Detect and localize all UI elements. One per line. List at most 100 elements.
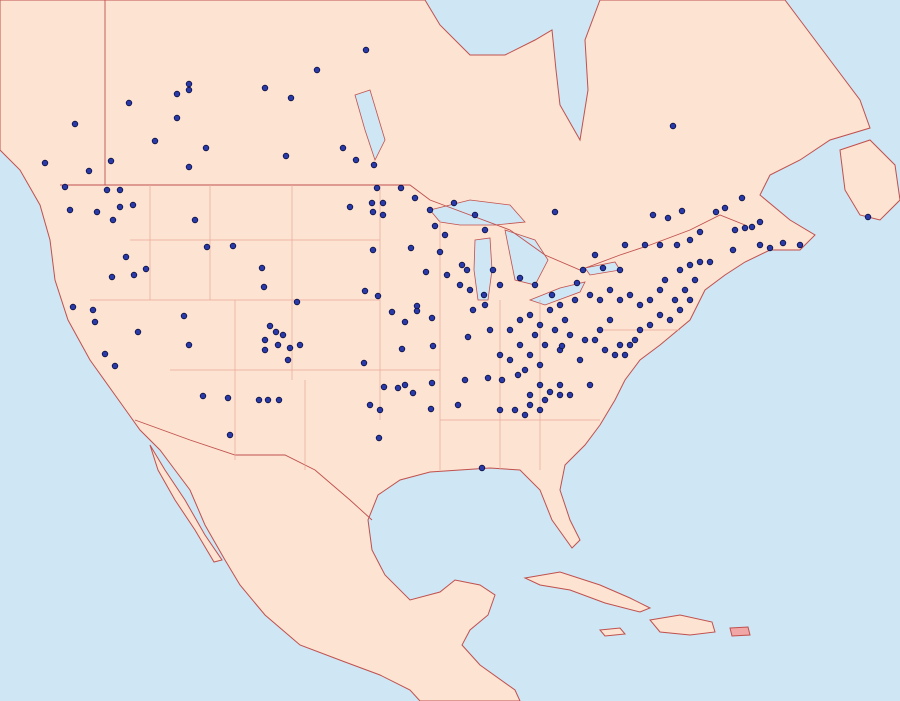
hispaniola (649, 614, 716, 636)
occurrence-dot (428, 379, 436, 387)
occurrence-dot (151, 137, 159, 145)
lake-michigan (473, 237, 493, 301)
occurrence-dot (478, 464, 486, 472)
occurrence-dot (756, 218, 764, 226)
occurrence-dot (185, 80, 193, 88)
occurrence-dot (796, 241, 804, 249)
occurrence-dot (489, 266, 497, 274)
occurrence-dot (546, 388, 554, 396)
occurrence-dot (426, 206, 434, 214)
newfoundland (839, 139, 900, 221)
occurrence-dot (103, 186, 111, 194)
occurrence-dot (741, 224, 749, 232)
occurrence-dot (616, 266, 624, 274)
occurrence-dot (41, 159, 49, 167)
occurrence-dot (398, 345, 406, 353)
occurrence-dot (581, 336, 589, 344)
occurrence-dot (108, 273, 116, 281)
occurrence-dot (756, 241, 764, 249)
occurrence-dot (536, 321, 544, 329)
occurrence-dot (134, 328, 142, 336)
occurrence-dot (556, 301, 564, 309)
occurrence-dot (551, 326, 559, 334)
occurrence-dot (129, 201, 137, 209)
occurrence-dot (591, 251, 599, 259)
occurrence-dot (284, 356, 292, 364)
occurrence-dot (541, 396, 549, 404)
occurrence-dot (686, 236, 694, 244)
occurrence-dot (678, 207, 686, 215)
occurrence-dot (721, 204, 729, 212)
occurrence-dot (431, 222, 439, 230)
cuba (523, 571, 652, 613)
occurrence-dot (596, 326, 604, 334)
occurrence-dot (261, 84, 269, 92)
occurrence-dot (481, 301, 489, 309)
occurrence-dot (69, 303, 77, 311)
occurrence-dot (366, 401, 374, 409)
occurrence-dot (641, 241, 649, 249)
occurrence-dot (676, 306, 684, 314)
occurrence-dot (586, 381, 594, 389)
occurrence-dot (264, 396, 272, 404)
occurrence-dot (458, 261, 466, 269)
occurrence-dot (656, 241, 664, 249)
occurrence-dot (631, 336, 639, 344)
occurrence-dot (339, 144, 347, 152)
occurrence-dot (101, 350, 109, 358)
occurrence-dot (526, 391, 534, 399)
occurrence-dot (546, 306, 554, 314)
occurrence-dot (526, 401, 534, 409)
lake-erie (528, 281, 586, 306)
occurrence-dot (427, 405, 435, 413)
occurrence-dot (579, 266, 587, 274)
occurrence-dot (450, 199, 458, 207)
occurrence-dot (109, 216, 117, 224)
occurrence-dot (411, 194, 419, 202)
occurrence-dot (573, 279, 581, 287)
lake-superior (429, 199, 526, 226)
occurrence-dot (516, 341, 524, 349)
occurrence-dot (369, 208, 377, 216)
occurrence-dot (621, 351, 629, 359)
occurrence-dot (731, 226, 739, 234)
occurrence-dot (368, 199, 376, 207)
occurrence-dot (469, 306, 477, 314)
north-america-mainland (0, 0, 871, 701)
occurrence-dot (429, 342, 437, 350)
occurrence-dot (556, 381, 564, 389)
occurrence-dot (180, 312, 188, 320)
occurrence-dot (521, 411, 529, 419)
occurrence-dot (621, 241, 629, 249)
occurrence-dot (261, 346, 269, 354)
occurrence-dot (107, 157, 115, 165)
occurrence-dot (464, 333, 472, 341)
occurrence-dot (142, 265, 150, 273)
occurrence-dot (369, 246, 377, 254)
occurrence-dot (471, 211, 479, 219)
occurrence-dot (443, 271, 451, 279)
occurrence-dot (224, 394, 232, 402)
occurrence-dot (712, 208, 720, 216)
occurrence-dot (571, 296, 579, 304)
occurrence-dot (748, 223, 756, 231)
occurrence-dot (375, 434, 383, 442)
occurrence-dot (738, 194, 746, 202)
occurrence-dot (626, 341, 634, 349)
occurrence-dot (352, 156, 360, 164)
occurrence-dot (673, 241, 681, 249)
occurrence-dot (362, 46, 370, 54)
occurrence-dot (91, 318, 99, 326)
occurrence-dot (480, 291, 488, 299)
occurrence-dot (379, 199, 387, 207)
occurrence-dot (696, 228, 704, 236)
occurrence-dot (656, 286, 664, 294)
occurrence-dot (661, 276, 669, 284)
occurrence-dot (379, 211, 387, 219)
lake-winnipeg (354, 89, 386, 162)
occurrence-dot (521, 366, 529, 374)
occurrence-dot (125, 99, 133, 107)
occurrence-dot (185, 341, 193, 349)
occurrence-dot (282, 152, 290, 160)
occurrence-dot (526, 351, 534, 359)
